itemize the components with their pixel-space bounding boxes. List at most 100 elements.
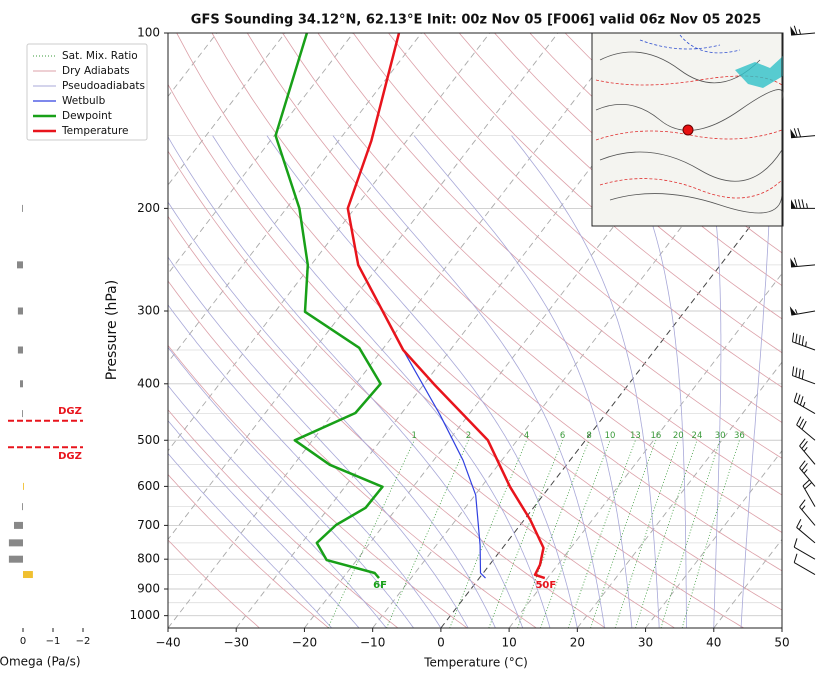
mixing-ratio-line: [614, 440, 679, 628]
pseudoadiabat: [168, 256, 469, 628]
legend-label: Temperature: [61, 125, 129, 137]
pseudoadiabat: [168, 384, 387, 628]
barb-full: [793, 392, 798, 402]
y-tick-label: 900: [137, 581, 160, 595]
y-tick-label: 700: [137, 518, 160, 532]
barb-staff: [791, 32, 816, 36]
pseudoadiabat: [703, 135, 722, 628]
barb-full: [793, 553, 798, 563]
background-lines: [168, 33, 782, 628]
x-tick-label: 10: [501, 636, 516, 650]
omega-tick-label: −2: [76, 636, 91, 647]
barb-full: [793, 128, 798, 138]
pseudoadiabat: [168, 346, 414, 628]
isotherm: [168, 33, 422, 363]
omega-bar: [22, 410, 23, 418]
mixing-ratio-label: 20: [673, 431, 684, 441]
omega-bar: [8, 555, 23, 563]
barb-full: [799, 499, 806, 508]
dry-adiabat: [352, 33, 782, 423]
sounding-line: [274, 33, 384, 579]
legend-label: Wetbulb: [62, 95, 106, 107]
wind-barb: [793, 538, 816, 560]
x-tick-label: 30: [638, 636, 653, 650]
mixing-ratio-label: 30: [715, 431, 726, 441]
barb-full: [798, 418, 804, 428]
barb-half: [801, 505, 806, 511]
mixing-ratio-label: 8: [586, 431, 591, 441]
barb-full: [791, 366, 795, 376]
mixing-ratio-line: [660, 440, 721, 628]
dry-adiabat: [423, 33, 782, 354]
dry-adiabat: [168, 83, 745, 628]
omega-bar: [22, 204, 23, 212]
barb-full: [796, 394, 801, 404]
wind-barb: [791, 366, 816, 385]
isotherm: [168, 33, 627, 628]
y-tick-label: 500: [137, 433, 160, 447]
legend-box: [26, 43, 148, 141]
barb-full: [804, 482, 812, 490]
pseudoadiabat: [413, 135, 633, 628]
chart-title: GFS Sounding 34.12°N, 62.13°E Init: 00z …: [191, 13, 761, 28]
dry-adiabat: [176, 33, 782, 611]
barb-staff: [793, 546, 816, 560]
wind-barb: [793, 553, 816, 575]
inset-map: [591, 32, 784, 227]
dry-adiabat: [168, 215, 606, 628]
y-tick-label: 1000: [129, 608, 160, 622]
x-tick-label: 50: [774, 636, 789, 650]
pseudoadiabat: [168, 201, 496, 628]
barb-half: [798, 524, 803, 530]
barb-staff: [796, 527, 816, 544]
legend-label: Dewpoint: [62, 110, 112, 122]
omega-tick-label: 0: [20, 636, 26, 647]
dry-adiabat: [211, 33, 782, 572]
isotherm: [168, 33, 491, 452]
barb-full: [795, 367, 798, 377]
barb-staff: [796, 424, 816, 441]
omega-bar: [23, 571, 33, 579]
barb-pennant: [790, 26, 797, 36]
barb-full: [799, 438, 806, 447]
legend-label: Sat. Mix. Ratio: [62, 50, 138, 62]
omega-bar: [17, 346, 23, 354]
barb-full: [798, 368, 801, 379]
barb-full: [801, 199, 805, 209]
barb-staff: [792, 375, 816, 385]
isotherm: [508, 272, 782, 628]
wind-barb: [790, 25, 816, 36]
dry-adiabat: [458, 33, 782, 320]
isotherm: [645, 450, 782, 628]
isotherm: [168, 33, 559, 541]
barb-full: [799, 460, 806, 469]
pseudoadiabat: [614, 135, 687, 628]
wind-barb: [789, 306, 816, 316]
wind-barb: [791, 332, 816, 351]
barb-full: [794, 199, 798, 209]
barb-full: [801, 336, 805, 346]
barb-full: [798, 199, 801, 209]
mixing-ratio-line: [488, 440, 563, 628]
x-tick-label: 0: [437, 636, 445, 650]
legend-label: Pseudoadiabats: [62, 80, 145, 92]
mixing-ratio-label: 1: [412, 431, 417, 441]
surface-label: 50F: [535, 580, 556, 591]
omega-bar: [17, 261, 23, 269]
barb-full: [793, 538, 798, 548]
mixing-ratio-line: [517, 440, 590, 628]
barb-full: [793, 257, 798, 267]
mixing-ratio-line: [567, 440, 636, 628]
mixing-ratio-line: [540, 440, 611, 628]
barb-half: [803, 447, 808, 452]
barb-full: [801, 369, 805, 380]
barb-half: [806, 203, 808, 209]
x-tick-label: 20: [570, 636, 585, 650]
map-contour: [595, 51, 784, 214]
y-axis-label: Pressure (hPa): [104, 280, 120, 380]
barb-staff: [799, 506, 816, 526]
mixing-ratio-label: 24: [692, 431, 703, 441]
omega-bar: [23, 482, 24, 490]
barb-full: [796, 416, 802, 426]
